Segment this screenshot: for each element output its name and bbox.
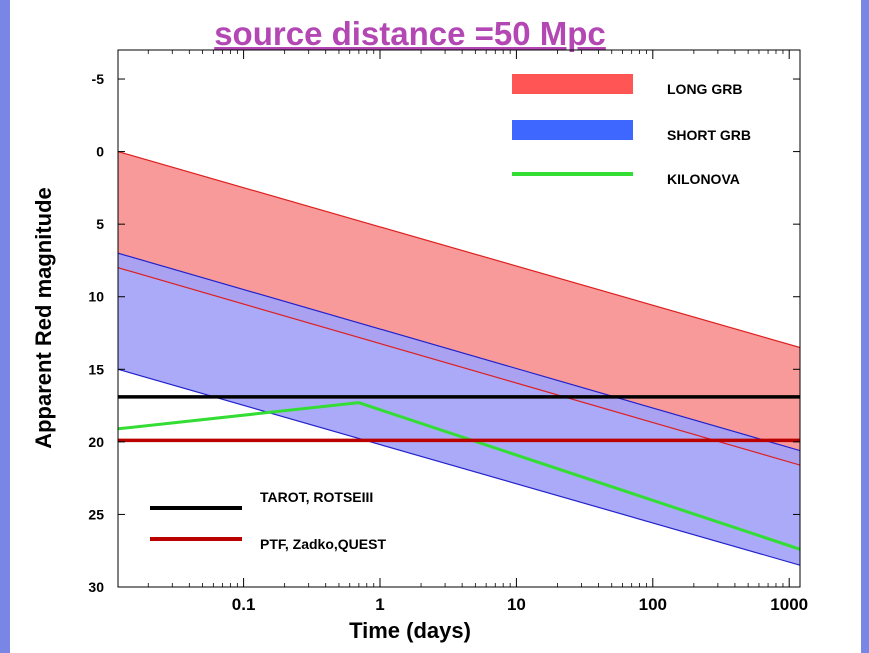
x-tick-label: 1000 xyxy=(770,595,808,614)
long-grb-band xyxy=(118,151,800,466)
x-tick-label: 10 xyxy=(507,595,526,614)
short-grb-upper-edge xyxy=(118,252,800,452)
x-tick-label: 1 xyxy=(375,595,384,614)
short-grb-lower-edge xyxy=(118,368,800,566)
kilonova-legend-label: KILONOVA xyxy=(667,171,740,187)
short-grb-band xyxy=(118,253,800,566)
long-grb-legend-label: LONG GRB xyxy=(667,81,742,97)
y-tick-label: 25 xyxy=(88,506,104,522)
short-grb-legend-label: SHORT GRB xyxy=(667,127,751,143)
long-grb-legend-swatch xyxy=(512,74,633,94)
x-tick-label: 100 xyxy=(639,595,667,614)
y-tick-label: 0 xyxy=(96,144,104,160)
y-axis-title: Apparent Red magnitude xyxy=(31,187,56,449)
kilonova-curve xyxy=(118,401,800,551)
x-tick-label: 0.1 xyxy=(232,595,256,614)
y-tick-label: -5 xyxy=(92,71,105,87)
tarot-rotseiii-legend-label: TAROT, ROTSEIII xyxy=(260,489,373,505)
long-grb-upper-edge xyxy=(118,151,800,349)
y-tick-label: 30 xyxy=(88,579,104,595)
y-tick-label: 5 xyxy=(96,216,104,232)
long-grb-lower-edge xyxy=(118,267,800,466)
chart-title: source distance =50 Mpc xyxy=(214,15,606,52)
plot-area xyxy=(117,49,801,588)
x-axis-title: Time (days) xyxy=(349,618,471,643)
y-tick-label: 10 xyxy=(88,289,104,305)
ptf-zadko-quest-legend-label: PTF, Zadko,QUEST xyxy=(260,536,386,552)
y-tick-label: 15 xyxy=(88,361,104,377)
y-tick-label: 20 xyxy=(88,434,104,450)
short-grb-legend-swatch xyxy=(512,120,633,140)
